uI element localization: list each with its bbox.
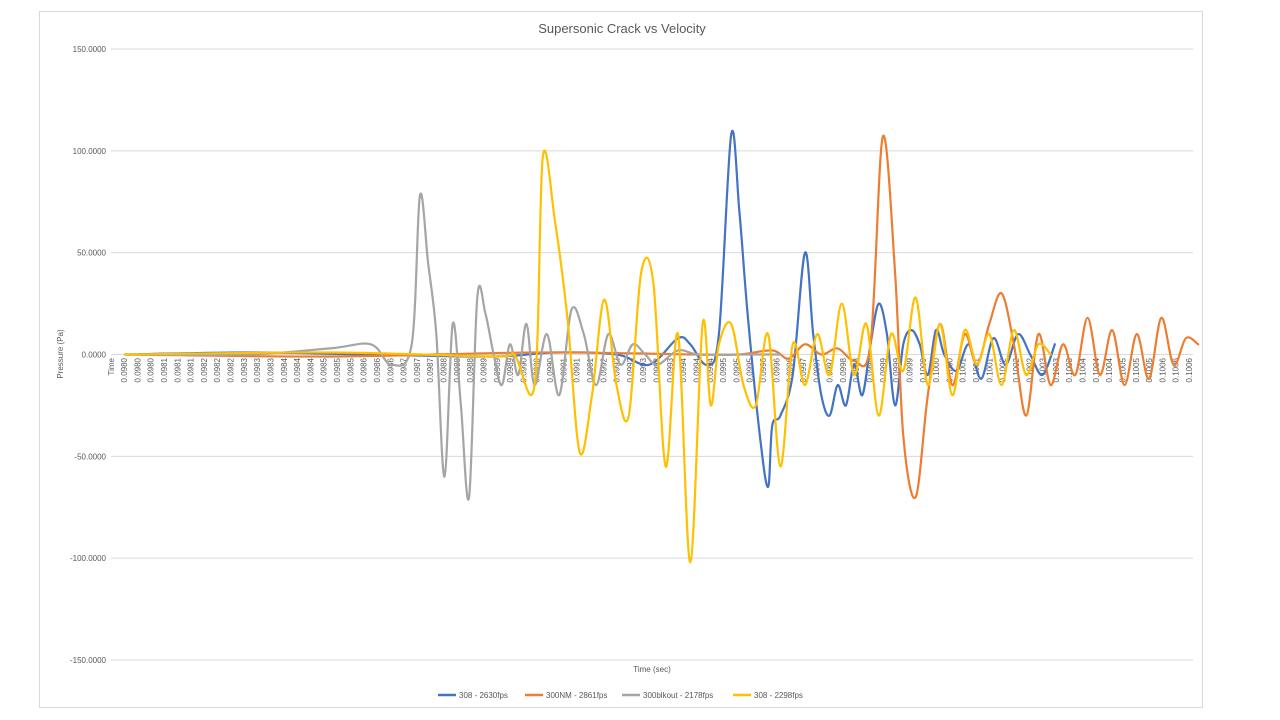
chart-title: Supersonic Crack vs Velocity (538, 21, 706, 36)
line-chart: Supersonic Crack vs Velocity 150.0000 100… (56, 21, 1200, 700)
series-line-308-2298fps (123, 149, 1052, 564)
x-tick-label: 0.0993 (639, 357, 648, 382)
x-tick-label: 0.0997 (799, 357, 808, 382)
series-lines (123, 129, 1200, 564)
x-tick-label: 0.0998 (839, 357, 848, 382)
x-tick-label: 0.0988 (440, 357, 449, 382)
legend-entry: 308 - 2630fps (459, 691, 508, 700)
x-tick-label: 0.1003 (1039, 357, 1048, 382)
x-tick-label: 0.0985 (346, 357, 355, 382)
x-tick-label: 0.0984 (280, 357, 289, 382)
x-tick-label: 0.0981 (187, 357, 196, 382)
x-tick-label: 0.0986 (386, 357, 395, 382)
x-tick-label: 0.0992 (613, 357, 622, 382)
x-tick-label: 0.1000 (945, 357, 954, 382)
x-tick-label: 0.0993 (666, 357, 675, 382)
x-tick-label: 0.0982 (213, 357, 222, 382)
x-tick-label: 0.0982 (200, 357, 209, 382)
x-tick-label: 0.1001 (959, 357, 968, 382)
x-tick-label: 0.0982 (227, 357, 236, 382)
x-tick-label: 0.1004 (1105, 357, 1114, 382)
x-tick-label: 0.0984 (293, 357, 302, 382)
y-axis-title: Pressure (Pa) (56, 329, 65, 379)
x-tick-label: 0.0990 (533, 357, 542, 382)
y-tick-label: 150.0000 (73, 45, 107, 54)
x-tick-label: 0.1006 (1172, 357, 1181, 382)
x-tick-label: 0.0987 (400, 357, 409, 382)
x-tick-label: Time (107, 357, 116, 375)
x-tick-label: 0.1005 (1118, 357, 1127, 382)
x-tick-label: 0.0983 (266, 357, 275, 382)
x-tick-label: 0.0999 (892, 357, 901, 382)
x-tick-label: 0.0980 (133, 357, 142, 382)
legend-entry: 308 - 2298fps (754, 691, 803, 700)
x-tick-label: 0.1001 (985, 357, 994, 382)
x-tick-label: 0.1005 (1132, 357, 1141, 382)
y-tick-label: -100.0000 (70, 554, 107, 563)
y-axis-ticks: 150.0000 100.0000 50.0000 0.0000 -50.0000 -10… (70, 45, 107, 665)
x-tick-label: 0.1004 (1079, 357, 1088, 382)
gridlines (111, 48, 1193, 661)
y-tick-label: -150.0000 (70, 656, 107, 665)
y-tick-label: 0.0000 (82, 351, 107, 360)
x-tick-label: 0.0999 (879, 357, 888, 382)
chart-area: Supersonic Crack vs Velocity 150.0000 100… (39, 11, 1203, 708)
x-tick-label: 0.0981 (173, 357, 182, 382)
x-tick-label: 0.1003 (1065, 357, 1074, 382)
legend: 308 - 2630fps 300NM - 2861fps 300blkout - … (438, 691, 803, 700)
x-tick-label: 0.0989 (479, 357, 488, 382)
x-tick-label: 0.0996 (759, 357, 768, 382)
x-tick-label: 0.0983 (240, 357, 249, 382)
x-tick-label: 0.0995 (746, 357, 755, 382)
x-tick-label: 0.1000 (919, 357, 928, 382)
x-tick-label: 0.0994 (692, 357, 701, 382)
x-tick-label: 0.0987 (413, 357, 422, 382)
legend-entry: 300NM - 2861fps (546, 691, 607, 700)
x-tick-label: 0.1006 (1158, 357, 1167, 382)
x-tick-label: 0.0992 (599, 357, 608, 382)
x-tick-label: 0.0999 (905, 357, 914, 382)
x-tick-label: 0.0995 (719, 357, 728, 382)
x-tick-label: 0.0988 (466, 357, 475, 382)
x-tick-label: 0.1004 (1092, 357, 1101, 382)
x-tick-label: 0.1005 (1145, 357, 1154, 382)
x-tick-label: 0.0981 (160, 357, 169, 382)
series-line-300nm-2861fps (123, 134, 1200, 500)
x-tick-label: 0.0984 (306, 357, 315, 382)
x-tick-label: 0.1002 (999, 357, 1008, 382)
x-tick-label: 0.0996 (772, 357, 781, 382)
x-tick-label: 0.0994 (706, 357, 715, 382)
series-line-300blkout-2178fps (123, 192, 782, 501)
legend-entry: 300blkout - 2178fps (643, 691, 713, 700)
series-line-308-2630fps (123, 129, 1056, 489)
x-tick-label: 0.0993 (653, 357, 662, 382)
x-tick-label: 0.1000 (932, 357, 941, 382)
x-tick-label: 0.0998 (866, 357, 875, 382)
x-tick-label: 0.0985 (333, 357, 342, 382)
x-tick-label: 0.0989 (506, 357, 515, 382)
y-tick-label: -50.0000 (74, 452, 106, 461)
x-tick-label: 0.0994 (679, 357, 688, 382)
x-tick-label: 0.0990 (519, 357, 528, 382)
x-tick-label: 0.0995 (732, 357, 741, 382)
x-tick-label: 0.0990 (546, 357, 555, 382)
y-tick-label: 100.0000 (73, 147, 107, 156)
x-tick-label: 0.0980 (147, 357, 156, 382)
x-tick-label: 0.0992 (626, 357, 635, 382)
x-axis-title: Time (sec) (633, 665, 671, 674)
x-tick-label: 0.0983 (253, 357, 262, 382)
x-tick-label: 0.0985 (320, 357, 329, 382)
x-tick-label: 0.0991 (573, 357, 582, 382)
x-tick-label: 0.0987 (426, 357, 435, 382)
x-tick-label: 0.0986 (373, 357, 382, 382)
x-tick-label: 0.1002 (1012, 357, 1021, 382)
x-tick-label: 0.1006 (1185, 357, 1194, 382)
x-tick-label: 0.0980 (120, 357, 129, 382)
y-tick-label: 50.0000 (77, 249, 106, 258)
x-tick-label: 0.0986 (360, 357, 369, 382)
